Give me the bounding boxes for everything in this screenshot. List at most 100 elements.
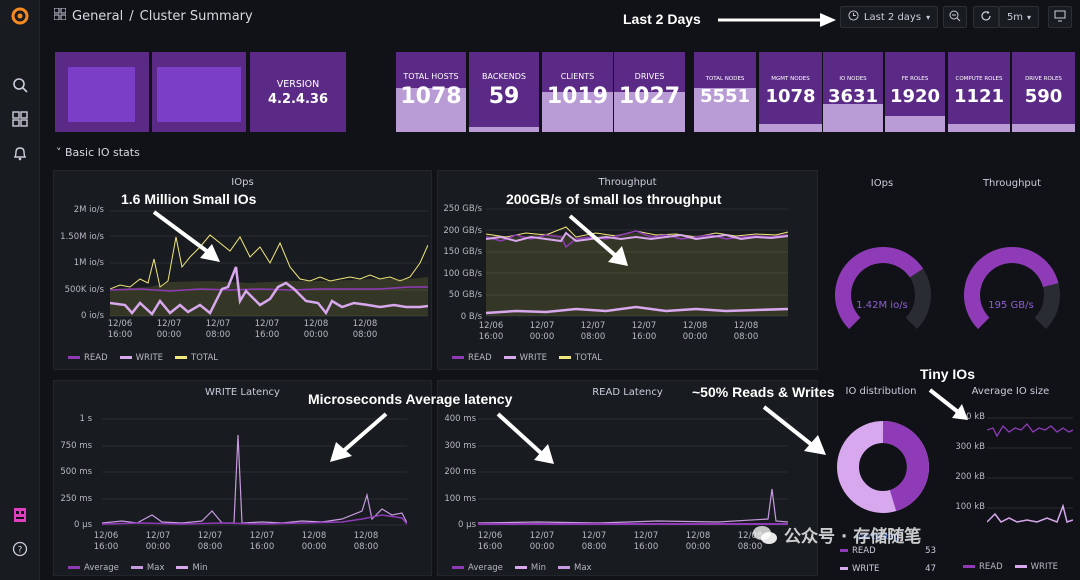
refresh-interval-picker[interactable]: 5m ▾ (999, 6, 1039, 28)
legend-max[interactable]: Max (130, 563, 164, 573)
x-tick-label: 12/07 16:00 (254, 319, 280, 340)
y-tick-label: 300 kB (955, 442, 985, 452)
throughput-panel: Throughput 250 GB/s 200 GB/s 150 GB/s 100 G… (437, 170, 818, 370)
sidebar: ? (0, 0, 40, 580)
stat-value: 3631 (827, 86, 879, 107)
zoom-out-button[interactable] (943, 6, 967, 28)
throughput-legend: READ WRITE TOTAL (452, 353, 602, 363)
write-series (486, 231, 788, 243)
x-tick-label: 12/08 00:00 (685, 531, 711, 552)
legend-min[interactable]: Min (514, 563, 546, 573)
legend-max[interactable]: Max (558, 563, 592, 573)
stat-tile: DRIVES 1027 (614, 52, 685, 132)
x-tick-label: 12/08 00:00 (301, 531, 327, 552)
read-latency-chart (478, 418, 788, 526)
chevron-down-icon: ˅ (56, 146, 65, 159)
legend-write[interactable]: WRITE (119, 353, 163, 363)
y-tick-label: 100 kB (955, 502, 985, 512)
legend-min[interactable]: Min (176, 563, 208, 573)
user-avatar-icon[interactable] (10, 505, 30, 525)
svg-text:?: ? (18, 546, 23, 556)
stat-tile: COMPUTE ROLES 1121 (948, 52, 1010, 132)
stat-label: DRIVES (634, 72, 665, 81)
y-tick-label: 1 s (79, 414, 92, 424)
table-row: WRITE 47 (840, 564, 936, 574)
help-icon[interactable]: ? (10, 539, 30, 559)
annotation-arrow (568, 214, 628, 266)
panel-title: Throughput (598, 177, 657, 188)
avg-io-size-legend: READ WRITE (963, 562, 1058, 572)
throughput-chart (486, 208, 788, 317)
y-tick-label: 250 GB/s (443, 204, 482, 214)
iops-panel: IOps 2M io/s 1.50M io/s 1M io/s 500K io/s 0 … (53, 170, 432, 370)
legend-average[interactable]: Average (452, 563, 503, 573)
grafana-logo-icon[interactable] (10, 6, 30, 26)
stat-fill (1012, 124, 1075, 132)
read-latency-legend: Average Min Max (452, 563, 592, 573)
write-series (110, 266, 428, 316)
breadcrumb-root[interactable]: General (72, 8, 124, 24)
write-latency-panel: WRITE Latency 1 s 750 ms 500 ms 250 ms 0 µs 1… (53, 380, 432, 576)
x-tick-label: 12/06 16:00 (477, 531, 503, 552)
stat-label: CLIENTS (560, 72, 595, 81)
write-low-series (486, 305, 788, 315)
legend-read[interactable]: READ (68, 353, 108, 363)
logo-image (157, 67, 241, 122)
annotation-iops: 1.6 Million Small IOs (121, 191, 257, 207)
time-range-picker[interactable]: Last 2 days ▾ (840, 6, 938, 28)
y-tick-label: 200 ms (444, 467, 476, 477)
y-tick-label: 300 ms (444, 440, 476, 451)
total-series (110, 234, 428, 290)
stat-tile: CLIENTS 1019 (542, 52, 613, 132)
stat-fill (614, 92, 685, 132)
dashboard-title[interactable]: Cluster Summary (139, 8, 253, 24)
bell-icon[interactable] (10, 143, 30, 163)
io-distribution-donut (837, 421, 929, 513)
annotation-latency: Microseconds Average latency (308, 391, 513, 407)
stat-label: TOTAL NODES (705, 76, 745, 82)
total-area (486, 233, 788, 316)
y-tick-label: 200 kB (955, 472, 985, 482)
dashboards-icon[interactable] (10, 109, 30, 129)
legend-average[interactable]: Average (68, 563, 119, 573)
clock-icon (848, 10, 859, 24)
stat-value: 1920 (889, 86, 941, 107)
panel-title: READ Latency (592, 387, 663, 398)
legend-write[interactable]: WRITE (503, 353, 547, 363)
tv-mode-button[interactable] (1048, 6, 1072, 28)
refresh-interval-label: 5m (1006, 11, 1024, 23)
stat-tile: BACKENDS 59 (469, 52, 539, 132)
y-tick-label: 400 kB (955, 412, 985, 422)
write-latency-chart (102, 418, 407, 526)
io-distribution-panel: IO distribution percentag READ 53 WRITE 47 (822, 380, 940, 576)
row-title[interactable]: ˅ Basic IO stats (56, 146, 140, 159)
gauge-throughput-title: Throughput (982, 178, 1042, 189)
x-tick-label: 12/08 00:00 (303, 319, 329, 340)
y-tick-label: 1M io/s (73, 258, 104, 268)
legend-total[interactable]: TOTAL (559, 353, 602, 363)
annotation-reads-writes: ~50% Reads & Writes (692, 384, 835, 400)
legend-read[interactable]: READ (452, 353, 492, 363)
refresh-button[interactable] (973, 6, 999, 28)
x-tick-label: 12/06 16:00 (107, 319, 133, 340)
table-header[interactable]: percentag (858, 532, 899, 541)
y-tick-label: 100 GB/s (443, 268, 482, 279)
legend-total[interactable]: TOTAL (175, 353, 218, 363)
breadcrumb: General / Cluster Summary (53, 7, 253, 24)
x-tick-label: 12/08 08:00 (353, 531, 379, 552)
iops-legend: READ WRITE TOTAL (68, 353, 218, 363)
legend-read[interactable]: READ (963, 562, 1003, 572)
y-tick-label: 1.50M io/s (60, 231, 104, 242)
gauge-fill (835, 247, 924, 329)
annotation-tiny-ios: Tiny IOs (920, 366, 975, 382)
max-series (478, 488, 788, 524)
stat-tile: TOTAL HOSTS 1078 (396, 52, 466, 132)
x-tick-label: 12/06 16:00 (478, 321, 504, 342)
x-tick-label: 12/07 08:00 (205, 319, 231, 340)
zoom-out-icon (949, 10, 961, 25)
gauge-fill (964, 247, 1059, 329)
avg-series (102, 514, 407, 525)
legend-write[interactable]: WRITE (1014, 562, 1058, 572)
x-tick-label: 12/08 08:00 (352, 319, 378, 340)
search-icon[interactable] (10, 75, 30, 95)
